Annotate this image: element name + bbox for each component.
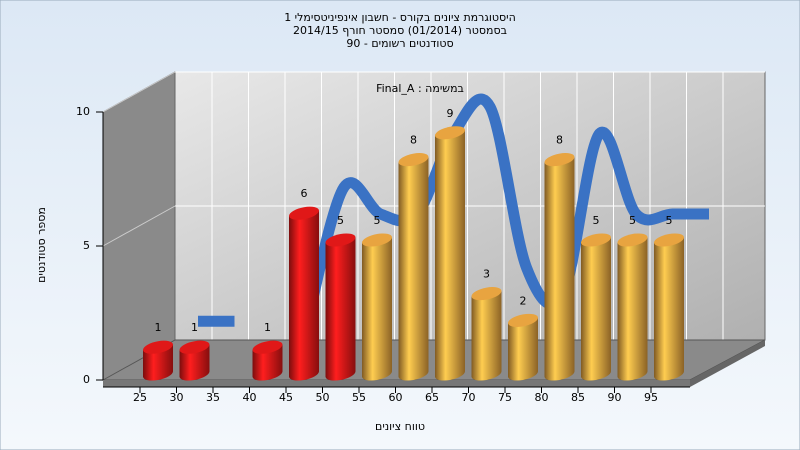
x-tick-label: 75 [498, 391, 512, 404]
bar [544, 156, 575, 381]
value-label: 8 [556, 134, 563, 147]
y-tick-label: 10 [76, 105, 90, 118]
x-tick-label: 25 [133, 391, 147, 404]
bar-top [362, 233, 392, 247]
value-label: 1 [155, 321, 162, 334]
y-tick-label: 0 [83, 373, 90, 386]
x-tick-label: 55 [352, 391, 366, 404]
bar [581, 237, 611, 381]
x-tick-label: 35 [206, 391, 220, 404]
value-label: 1 [264, 321, 271, 334]
bar-top [179, 340, 210, 354]
value-label: 9 [447, 107, 454, 120]
value-label: 6 [301, 187, 308, 200]
bar-top [289, 206, 319, 220]
value-label: 5 [374, 214, 381, 227]
chart-title: היסטוגרמת ציונים בקורס - חשבון אינפיניטס… [284, 11, 516, 24]
x-tick-label: 50 [316, 391, 330, 404]
x-tick-label: 80 [535, 391, 549, 404]
x-tick-label: 45 [279, 391, 293, 404]
x-tick-label: 85 [571, 391, 585, 404]
x-tick-label: 90 [608, 391, 622, 404]
bar [471, 290, 502, 381]
bar-top [325, 233, 356, 247]
bar [435, 130, 465, 381]
value-label: 5 [337, 214, 344, 227]
bar [398, 156, 429, 381]
bar-top [435, 126, 465, 140]
bar-top [252, 340, 283, 354]
bar [654, 237, 684, 381]
y-axis-label: מספר סטודנטים [35, 207, 48, 283]
bar-top [654, 233, 684, 247]
bar [508, 317, 538, 381]
x-tick-label: 70 [462, 391, 476, 404]
bar [362, 237, 392, 381]
bar-top [544, 153, 575, 167]
bar [289, 210, 319, 381]
bar-top [617, 233, 648, 247]
x-tick-label: 95 [644, 391, 658, 404]
value-label: 1 [191, 321, 198, 334]
bar [617, 237, 648, 381]
x-tick-label: 65 [425, 391, 439, 404]
value-label: 5 [629, 214, 636, 227]
bar-top [471, 287, 502, 301]
value-label: 2 [520, 294, 527, 307]
value-label: 3 [483, 268, 490, 281]
bar-top [398, 153, 429, 167]
bar [325, 237, 356, 381]
floor-front [103, 380, 690, 387]
value-label: 5 [593, 214, 600, 227]
x-tick-label: 60 [389, 391, 403, 404]
x-tick-label: 40 [243, 391, 257, 404]
trend-ribbon [302, 93, 709, 323]
value-label: 5 [666, 214, 673, 227]
value-label: 8 [410, 134, 417, 147]
x-axis-label: טווח ציונים [375, 420, 425, 433]
bar-top [508, 313, 538, 327]
x-tick-label: 30 [170, 391, 184, 404]
bar-top [581, 233, 611, 247]
grid-line [102, 71, 176, 113]
floor-edge [690, 340, 765, 387]
chart-subtitle: סטודנטים רשומים - 90 [346, 37, 453, 50]
y-tick-label: 5 [83, 239, 90, 252]
annotation: Final_A : במשימה [376, 82, 464, 95]
chart-subtitle: בסמסטר (01/2014) סמסטר חורף 2014/15 [293, 24, 507, 37]
bar-top [143, 340, 173, 354]
grid-line [102, 205, 176, 247]
